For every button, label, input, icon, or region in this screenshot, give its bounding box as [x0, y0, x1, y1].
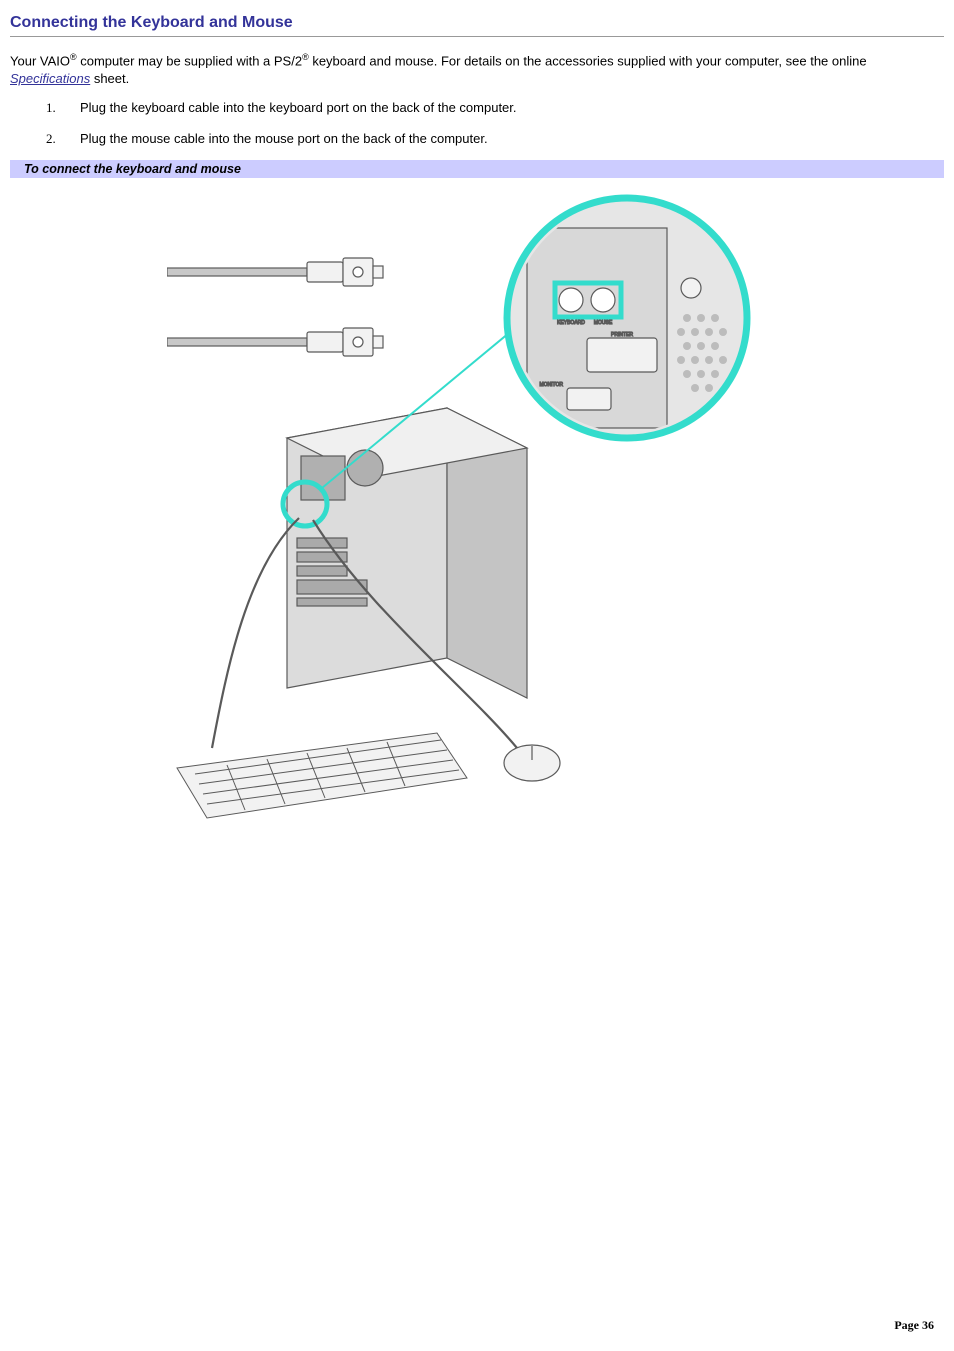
printer-port-label: PRINTER: [611, 332, 633, 338]
specifications-link[interactable]: Specifications: [10, 71, 90, 86]
intro-text: keyboard and mouse. For details on the a…: [309, 53, 867, 68]
page-title: Connecting the Keyboard and Mouse: [10, 14, 944, 37]
intro-text: Your VAIO: [10, 53, 70, 68]
section-header-bar: To connect the keyboard and mouse: [10, 160, 944, 178]
step-item: Plug the mouse cable into the mouse port…: [64, 130, 944, 148]
cable-icon: [212, 518, 299, 748]
connection-diagram: KEYBOARD MOUSE PRINTER MONITOR: [167, 188, 787, 838]
intro-text: computer may be supplied with a PS/2: [77, 53, 302, 68]
monitor-port-label: MONITOR: [539, 382, 563, 388]
step-list: Plug the keyboard cable into the keyboar…: [10, 99, 944, 147]
magnified-ports-icon: KEYBOARD MOUSE PRINTER MONITOR: [507, 198, 747, 438]
keyboard-connector-icon: [167, 258, 383, 286]
diagram-container: KEYBOARD MOUSE PRINTER MONITOR: [10, 188, 944, 838]
document-page: Connecting the Keyboard and Mouse Your V…: [0, 0, 954, 1351]
computer-tower-icon: [283, 408, 527, 698]
mouse-connector-icon: [167, 328, 383, 356]
keyboard-icon: [177, 733, 467, 818]
intro-text: sheet.: [90, 71, 129, 86]
mouse-icon: [504, 745, 560, 781]
step-item: Plug the keyboard cable into the keyboar…: [64, 99, 944, 117]
mouse-port-label: MOUSE: [594, 320, 613, 326]
keyboard-port-label: KEYBOARD: [557, 320, 585, 326]
registered-mark: ®: [302, 52, 309, 62]
intro-paragraph: Your VAIO® computer may be supplied with…: [10, 51, 944, 87]
registered-mark: ®: [70, 52, 77, 62]
page-number: Page 36: [894, 1318, 934, 1333]
